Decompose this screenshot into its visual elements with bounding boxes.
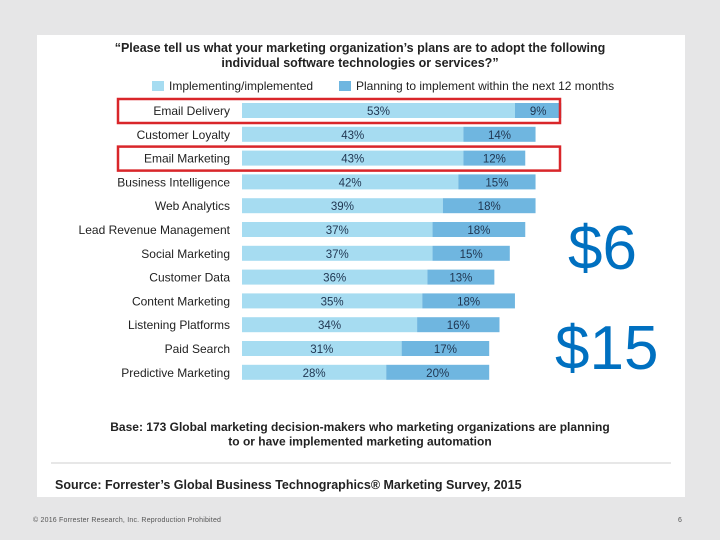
page-number: 6: [678, 517, 682, 524]
bar-value-label: 20%: [426, 368, 449, 380]
category-label: Customer Loyalty: [137, 128, 230, 142]
legend-label: Implementing/implemented: [169, 79, 313, 93]
category-label: Social Marketing: [141, 247, 230, 261]
bar-implementing: [242, 245, 433, 261]
bar-planning: [386, 364, 490, 380]
bar-planning: [463, 126, 536, 142]
bar-value-label: 37%: [326, 225, 349, 237]
bar-value-label: 18%: [467, 225, 490, 237]
legend-swatch: [339, 81, 351, 91]
bar-value-label: 18%: [478, 201, 501, 213]
bar-planning: [463, 150, 526, 166]
bar-implementing: [242, 293, 423, 309]
bar-implementing: [242, 198, 443, 214]
bar-implementing: [242, 364, 387, 380]
cost-label-email-delivery: $6: [568, 214, 637, 283]
bar-value-label: 39%: [331, 201, 354, 213]
bar-planning: [432, 222, 526, 237]
bar-value-label: 9%: [530, 106, 547, 118]
bar-value-label: 28%: [303, 368, 326, 380]
bar-planning: [442, 198, 536, 214]
category-label: Predictive Marketing: [121, 366, 230, 380]
bar-planning: [514, 103, 562, 118]
bar-implementing: [242, 341, 402, 356]
bar-planning: [401, 341, 490, 356]
category-label: Web Analytics: [155, 199, 230, 213]
bar-value-label: 18%: [457, 296, 480, 308]
chart-title-line: individual software technologies or serv…: [221, 56, 498, 70]
bar-planning: [432, 245, 510, 261]
bar-value-label: 36%: [323, 273, 346, 285]
bar-implementing: [242, 269, 428, 285]
category-label: Email Delivery: [153, 104, 230, 118]
base-note-line: to or have implemented marketing automat…: [228, 435, 491, 449]
bar-value-label: 43%: [341, 130, 364, 142]
chart-title-line: “Please tell us what your marketing orga…: [115, 41, 606, 55]
bar-value-label: 13%: [449, 273, 472, 285]
bar-implementing: [242, 222, 433, 237]
category-label: Listening Platforms: [128, 318, 230, 332]
bar-value-label: 12%: [483, 154, 506, 166]
base-note-line: Base: 173 Global marketing decision-make…: [110, 420, 609, 434]
category-label: Customer Data: [149, 271, 230, 285]
category-label: Lead Revenue Management: [79, 223, 231, 237]
bar-planning: [417, 317, 500, 333]
bar-value-label: 31%: [310, 344, 333, 356]
bar-implementing: [242, 317, 418, 333]
bar-implementing: [242, 174, 459, 190]
bar-implementing: [242, 126, 464, 142]
bar-value-label: 42%: [339, 177, 362, 189]
bar-planning: [422, 293, 515, 309]
bar-value-label: 15%: [485, 177, 508, 189]
highlight-box: [116, 145, 562, 172]
chart-source: Source: Forrester’s Global Business Tech…: [55, 478, 522, 492]
cost-label-email-marketing: $15: [555, 314, 659, 383]
bar-value-label: 34%: [318, 320, 341, 332]
bar-planning: [427, 269, 495, 285]
bar-value-label: 16%: [447, 320, 470, 332]
legend-label: Planning to implement within the next 12…: [356, 79, 614, 93]
copyright-footer: © 2016 Forrester Research, Inc. Reproduc…: [33, 517, 222, 524]
bar-value-label: 43%: [341, 154, 364, 166]
category-label: Email Marketing: [144, 152, 230, 166]
bar-implementing: [242, 103, 515, 118]
bar-planning: [458, 174, 536, 190]
category-label: Content Marketing: [132, 294, 230, 308]
bar-value-label: 37%: [326, 249, 349, 261]
chart-panel: “Please tell us what your marketing orga…: [37, 35, 685, 497]
category-label: Business Intelligence: [117, 175, 230, 189]
bar-value-label: 53%: [367, 106, 390, 118]
stacked-bar-chart: “Please tell us what your marketing orga…: [51, 41, 671, 492]
bar-implementing: [242, 150, 464, 166]
bar-value-label: 35%: [321, 296, 344, 308]
legend-swatch: [152, 81, 164, 91]
bar-value-label: 15%: [460, 249, 483, 261]
bar-value-label: 17%: [434, 344, 457, 356]
category-label: Paid Search: [165, 342, 230, 356]
highlight-box: [116, 97, 562, 125]
bar-value-label: 14%: [488, 130, 511, 142]
